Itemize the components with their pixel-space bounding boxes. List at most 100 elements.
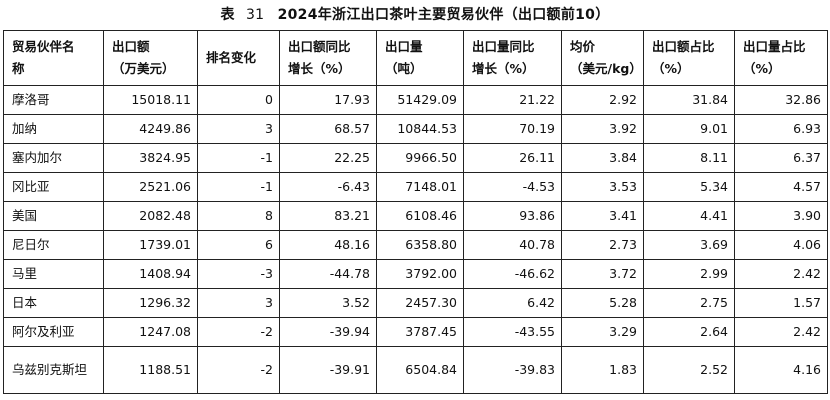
cell-value-yoy: 3.52	[279, 288, 377, 318]
table-row: 加纳 4249.86 3 68.57 10844.53 70.19 3.92 9.01 6.93	[3, 114, 828, 144]
cell-partner: 马里	[3, 259, 104, 289]
header-line: 出口量占比	[743, 39, 806, 54]
cell-value-yoy: 83.21	[279, 201, 377, 231]
cell-partner: 乌兹别克斯坦	[3, 346, 104, 394]
cell-value-yoy: 48.16	[279, 230, 377, 260]
header-volume-share: 出口量占比 （%）	[734, 30, 828, 86]
cell-partner: 塞内加尔	[3, 143, 104, 173]
header-line: 增长（%）	[472, 61, 535, 76]
cell-value-yoy: 68.57	[279, 114, 377, 144]
header-line: 均价	[570, 39, 596, 54]
cell-volume-yoy: -43.55	[463, 317, 562, 347]
cell-volume-share: 2.42	[734, 317, 828, 347]
header-export-volume: 出口量 （吨）	[376, 30, 464, 86]
table-row: 摩洛哥 15018.11 0 17.93 51429.09 21.22 2.92 31.84 3…	[3, 85, 828, 115]
cell-volume-share: 6.93	[734, 114, 828, 144]
table-row: 日本 1296.32 3 3.52 2457.30 6.42 5.28 2.75 1.57	[3, 288, 828, 318]
cell-partner: 摩洛哥	[3, 85, 104, 115]
cell-export-value: 15018.11	[103, 85, 198, 115]
header-export-value: 出口额 （万美元）	[103, 30, 198, 86]
cell-volume-yoy: -4.53	[463, 172, 562, 202]
header-avg-price: 均价 （美元/kg）	[561, 30, 644, 86]
cell-value-yoy: -44.78	[279, 259, 377, 289]
table-row: 马里 1408.94 -3 -44.78 3792.00 -46.62 3.72 2.99 2.…	[3, 259, 828, 289]
header-line: 增长（%）	[288, 61, 351, 76]
table-header-row: 贸易伙伴名称出口额 （万美元） 排名变化 出口额同比 增长（%） 出口量 （吨） 出口量同比增…	[3, 30, 828, 86]
cell-avg-price: 3.72	[561, 259, 644, 289]
cell-volume-yoy: 70.19	[463, 114, 562, 144]
cell-volume-yoy: 26.11	[463, 143, 562, 173]
cell-export-volume: 3792.00	[376, 259, 464, 289]
header-line: 出口量同比	[472, 39, 535, 54]
cell-export-value: 1247.08	[103, 317, 198, 347]
cell-export-value: 1296.32	[103, 288, 198, 318]
trade-partners-table: 贸易伙伴名称出口额 （万美元） 排名变化 出口额同比 增长（%） 出口量 （吨） 出口量同比增…	[3, 30, 828, 394]
cell-export-value: 2521.06	[103, 172, 198, 202]
header-line: 排名变化	[206, 50, 257, 65]
cell-export-volume: 7148.01	[376, 172, 464, 202]
cell-avg-price: 3.41	[561, 201, 644, 231]
table-caption: 表 31 2024年浙江出口茶叶主要贸易伙伴（出口额前10）	[0, 0, 830, 30]
cell-rank-change: -2	[197, 317, 280, 347]
cell-export-value: 1739.01	[103, 230, 198, 260]
cell-value-yoy: -39.91	[279, 346, 377, 394]
header-line: 出口额占比	[652, 39, 715, 54]
cell-export-value: 2082.48	[103, 201, 198, 231]
header-partner: 贸易伙伴名称	[3, 30, 104, 86]
header-value-yoy: 出口额同比增长（%）	[279, 30, 377, 86]
cell-avg-price: 3.29	[561, 317, 644, 347]
cell-value-share: 2.52	[643, 346, 735, 394]
cell-export-volume: 51429.09	[376, 85, 464, 115]
header-line: （%）	[743, 61, 781, 76]
cell-rank-change: 3	[197, 114, 280, 144]
cell-value-share: 2.99	[643, 259, 735, 289]
cell-volume-yoy: 40.78	[463, 230, 562, 260]
cell-export-volume: 6108.46	[376, 201, 464, 231]
cell-avg-price: 3.53	[561, 172, 644, 202]
cell-partner: 日本	[3, 288, 104, 318]
cell-partner: 冈比亚	[3, 172, 104, 202]
header-line: 出口额同比	[288, 39, 351, 54]
cell-value-share: 5.34	[643, 172, 735, 202]
cell-volume-share: 3.90	[734, 201, 828, 231]
table-row: 阿尔及利亚 1247.08 -2 -39.94 3787.45 -43.55 3.29 2.6…	[3, 317, 828, 347]
cell-volume-yoy: -46.62	[463, 259, 562, 289]
cell-partner: 美国	[3, 201, 104, 231]
cell-avg-price: 3.84	[561, 143, 644, 173]
cell-avg-price: 1.83	[561, 346, 644, 394]
table-row: 冈比亚 2521.06 -1 -6.43 7148.01 -4.53 3.53 5.34 4.5…	[3, 172, 828, 202]
header-line: 出口额	[112, 39, 150, 54]
header-volume-yoy: 出口量同比增长（%）	[463, 30, 562, 86]
table-row: 美国 2082.48 8 83.21 6108.46 93.86 3.41 4.41 3.90	[3, 201, 828, 231]
cell-export-value: 3824.95	[103, 143, 198, 173]
cell-volume-yoy: 93.86	[463, 201, 562, 231]
header-line: （万美元）	[112, 61, 175, 76]
cell-export-volume: 3787.45	[376, 317, 464, 347]
cell-partner: 加纳	[3, 114, 104, 144]
cell-rank-change: -1	[197, 143, 280, 173]
table-row: 尼日尔 1739.01 6 48.16 6358.80 40.78 2.73 3.69 4.06	[3, 230, 828, 260]
cell-rank-change: 6	[197, 230, 280, 260]
cell-volume-share: 32.86	[734, 85, 828, 115]
cell-partner: 尼日尔	[3, 230, 104, 260]
cell-export-volume: 10844.53	[376, 114, 464, 144]
cell-value-share: 2.64	[643, 317, 735, 347]
header-line: （吨）	[385, 61, 423, 76]
header-line: 贸易伙伴名	[12, 39, 75, 54]
cell-rank-change: 3	[197, 288, 280, 318]
cell-volume-share: 6.37	[734, 143, 828, 173]
cell-value-share: 4.41	[643, 201, 735, 231]
header-line: （美元/kg）	[570, 61, 642, 76]
header-line: 称	[12, 61, 25, 76]
cell-export-volume: 6504.84	[376, 346, 464, 394]
cell-value-share: 9.01	[643, 114, 735, 144]
cell-volume-yoy: 21.22	[463, 85, 562, 115]
header-rank-change: 排名变化	[197, 30, 280, 86]
caption-title: 2024年浙江出口茶叶主要贸易伙伴（出口额前10）	[277, 7, 610, 23]
cell-value-yoy: -6.43	[279, 172, 377, 202]
cell-volume-yoy: 6.42	[463, 288, 562, 318]
cell-value-yoy: 17.93	[279, 85, 377, 115]
cell-volume-share: 4.06	[734, 230, 828, 260]
header-line: 出口量	[385, 39, 423, 54]
cell-volume-share: 2.42	[734, 259, 828, 289]
